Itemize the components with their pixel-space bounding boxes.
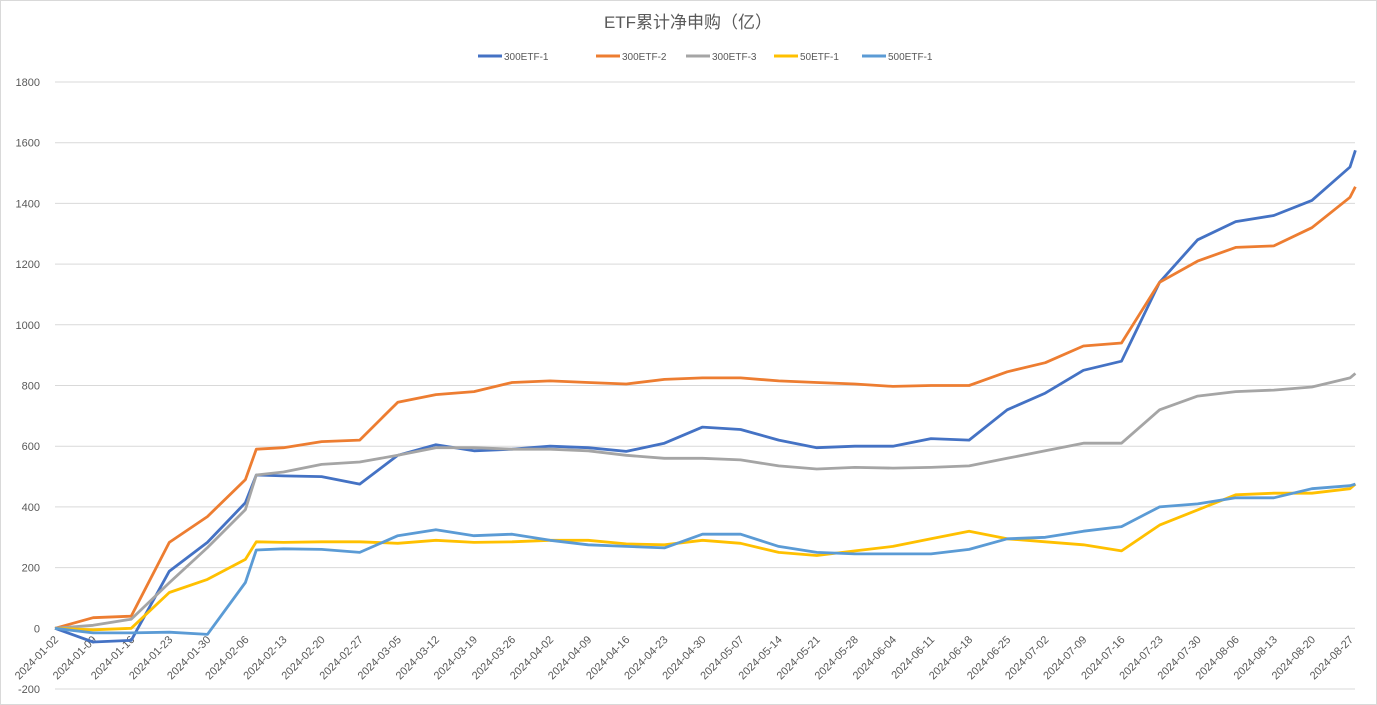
chart-title: ETF累计净申购（亿）	[604, 13, 772, 32]
series-line-300etf-3	[54, 372, 1357, 630]
y-tick-label: 1600	[16, 138, 40, 150]
y-tick-label: 400	[22, 502, 40, 514]
y-tick-label: 200	[22, 563, 40, 575]
series-line-300etf-2	[54, 186, 1357, 630]
y-tick-label: 1800	[16, 77, 40, 89]
legend-label: 300ETF-1	[504, 52, 549, 63]
legend: 300ETF-1 300ETF-2 300ETF-3 50ETF-1 500ETF-1	[478, 52, 933, 63]
series-line-500etf-1	[54, 482, 1356, 636]
series-lines	[54, 149, 1357, 644]
y-tick-label: 1000	[16, 320, 40, 332]
y-tick-label: 800	[22, 381, 40, 393]
y-axis: -200 0 200 400 600 800 1000 1200 1400 1600 1800	[16, 77, 40, 696]
legend-label: 300ETF-3	[712, 52, 757, 63]
legend-label: 500ETF-1	[888, 52, 933, 63]
x-axis: 2024-01-022024-01-092024-01-162024-01-23…	[13, 634, 1356, 682]
y-tick-label: 600	[22, 441, 40, 453]
gridlines	[55, 81, 1355, 690]
y-tick-label: 0	[34, 623, 40, 635]
y-tick-label: -200	[18, 684, 40, 696]
legend-label: 300ETF-2	[622, 52, 667, 63]
legend-label: 50ETF-1	[800, 52, 839, 63]
y-tick-label: 1400	[16, 198, 40, 210]
series-line-50etf-1	[54, 483, 1357, 632]
y-tick-label: 1200	[16, 259, 40, 271]
